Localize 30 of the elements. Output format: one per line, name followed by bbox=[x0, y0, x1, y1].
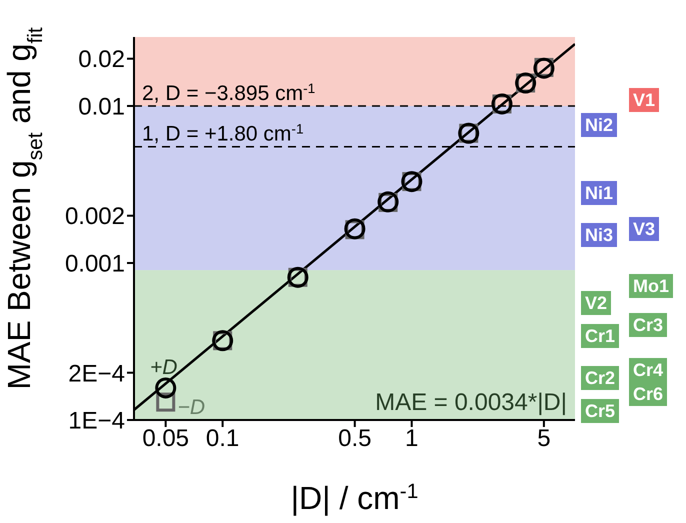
text: V2 bbox=[581, 291, 612, 315]
annotation: 1, D = +1.80 cm$^{-1}$ bbox=[142, 121, 304, 146]
x-tick-label: 0.05 bbox=[142, 425, 190, 452]
text: Ni1 bbox=[581, 181, 618, 205]
x-tick-label: 5 bbox=[537, 425, 551, 452]
text: V1 bbox=[629, 88, 660, 112]
text: Ni2 bbox=[581, 113, 618, 137]
annotation: MAE = 0.0034*|D| bbox=[375, 389, 567, 416]
annotation: 2, D = −3.895 cm$^{-1}$ bbox=[142, 80, 316, 105]
text: Cr4 bbox=[629, 358, 668, 382]
text: V3 bbox=[629, 217, 660, 241]
y-tick-label: 2E−4 bbox=[68, 360, 125, 388]
y-tick-label: 0.02 bbox=[78, 46, 125, 74]
text: Cr5 bbox=[581, 399, 620, 423]
text: Mo1 bbox=[629, 274, 673, 298]
text: Cr6 bbox=[629, 382, 668, 406]
x-tick-label: 0.5 bbox=[338, 425, 372, 452]
text: Cr2 bbox=[581, 366, 620, 390]
y-tick-label: 1E−4 bbox=[68, 408, 125, 435]
y-tick-label: 0.001 bbox=[64, 250, 125, 278]
x-axis-title: |D| / cm$^{-1}$ bbox=[290, 480, 418, 516]
y-tick-label: 0.01 bbox=[78, 94, 125, 120]
series-label: +D bbox=[150, 356, 178, 379]
series-label: −D bbox=[178, 396, 206, 420]
text: Cr1 bbox=[581, 324, 620, 348]
y-tick-label: 0.002 bbox=[64, 203, 125, 230]
x-tick-label: 1 bbox=[405, 425, 418, 452]
text: Ni3 bbox=[581, 223, 618, 247]
text: Cr3 bbox=[629, 313, 668, 337]
x-tick-label: 0.1 bbox=[206, 425, 240, 452]
